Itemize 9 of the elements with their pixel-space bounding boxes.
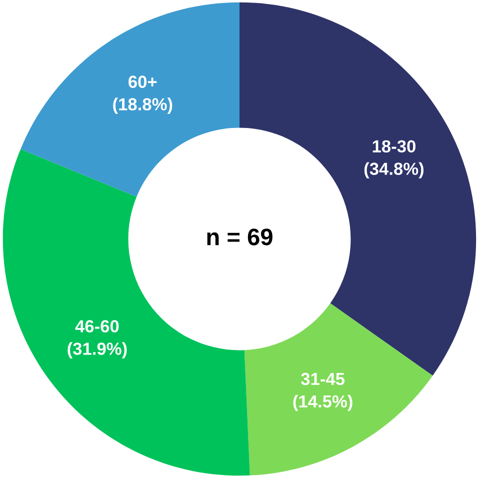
text: n = 69 [207, 228, 272, 246]
slice-label: 31-45 [301, 372, 345, 386]
data-label: (31.9%) [68, 342, 127, 358]
slice-label: 18-30 [372, 140, 416, 153]
slice-label: 60+ [128, 76, 157, 88]
data-label: (14.5%) [293, 394, 352, 412]
data-label: (18.8%) [113, 98, 172, 114]
slice-label: 46-60 [75, 320, 119, 332]
data-label: (34.8%) [364, 162, 424, 178]
